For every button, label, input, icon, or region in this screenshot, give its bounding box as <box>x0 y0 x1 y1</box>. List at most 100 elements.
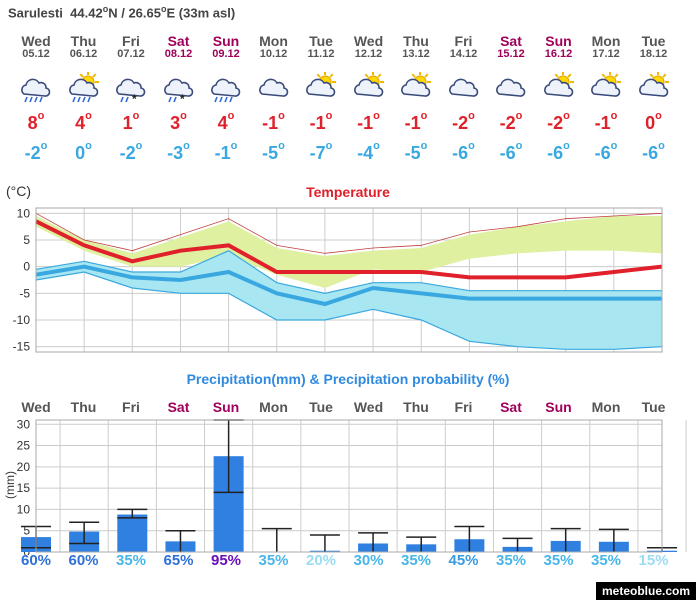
min-temperature: -6o <box>547 140 570 163</box>
day-name: Fri <box>454 33 473 49</box>
day-name: Mon <box>591 33 621 49</box>
cloud-icon <box>446 72 482 104</box>
temperature-chart-title: Temperature <box>306 184 390 200</box>
y-tick-label: 15 <box>17 481 31 495</box>
svg-text:*: * <box>132 92 137 104</box>
min-temperature: -6o <box>452 140 475 163</box>
min-temperature: -6o <box>642 140 665 163</box>
min-temperature: -6o <box>594 140 618 163</box>
max-temperature: 8o <box>27 110 45 133</box>
precip-day-label: Thu <box>70 399 97 415</box>
sun-cloud-icon <box>541 71 577 104</box>
y-tick-label: 5 <box>23 524 30 538</box>
precip-day-label: Tue <box>641 399 666 415</box>
day-date: 06.12 <box>69 48 98 60</box>
precipitation-unit-label: (mm) <box>3 471 17 499</box>
meteoblue-brand[interactable]: meteoblue.com <box>596 582 696 600</box>
svg-text:*: * <box>180 92 185 104</box>
precipitation-probability: 15% <box>638 552 669 569</box>
day-name: Wed <box>353 33 384 49</box>
plot-frame <box>35 207 663 353</box>
precip-day-label: Wed <box>21 399 51 415</box>
day-date: 15.12 <box>497 48 525 60</box>
min-band-lower-line <box>35 271 663 350</box>
cloud-icon <box>256 72 292 104</box>
day-column: Tue 18.12 <box>624 33 684 60</box>
day-name: Thu <box>403 33 429 49</box>
day-date: 11.12 <box>307 48 335 60</box>
day-column: Fri 07.12 <box>101 33 161 60</box>
min-temperature: -2o <box>119 140 143 163</box>
location-header: Sarulesti 44.42oN / 26.65oE (33m asl) <box>8 4 236 21</box>
max-temperature: -1o <box>404 110 428 133</box>
precipitation-probability: 20% <box>305 552 337 569</box>
day-column: Thu 06.12 <box>54 33 114 60</box>
precipitation-probability: 60% <box>20 552 52 569</box>
y-tick-label: -5 <box>19 286 30 300</box>
precipitation-probability: 60% <box>68 552 99 569</box>
precip-day-label: Sun <box>212 399 240 415</box>
precipitation-bar <box>117 514 148 552</box>
max-temperature-line <box>35 219 663 280</box>
day-date: 12.12 <box>354 48 383 60</box>
max-temperature: -1o <box>594 110 618 133</box>
day-name: Tue <box>641 33 666 49</box>
day-name: Tue <box>309 33 333 49</box>
max-temperature: 0o <box>645 110 662 133</box>
y-tick-label: -15 <box>13 340 31 354</box>
min-temperature: -5o <box>404 140 428 163</box>
day-column: Sun 16.12 <box>529 33 589 60</box>
location-name: Sarulesti <box>8 5 63 21</box>
day-date: 07.12 <box>117 48 145 60</box>
precip-day-label: Mon <box>591 399 621 415</box>
precip-day-label: Sun <box>545 399 572 415</box>
precip-day-label: Wed <box>353 399 384 415</box>
cloud-icon <box>493 72 529 104</box>
precip-day-label: Tue <box>309 399 333 415</box>
min-temperature: 0o <box>75 140 92 163</box>
precipitation-probability: 35% <box>495 552 527 569</box>
precipitation-chart-title: Precipitation(mm) & Precipitation probab… <box>186 371 510 387</box>
altitude: (33m asl) <box>178 5 236 21</box>
y-tick-label: 10 <box>17 206 31 220</box>
min-temperature: -6o <box>499 140 523 163</box>
min-temperature: -2o <box>24 140 48 163</box>
y-tick-label: 5 <box>23 233 30 247</box>
day-column: Tue 11.12 <box>291 33 351 60</box>
sun-cloud-icon <box>588 71 624 104</box>
min-temperature: -1o <box>214 140 238 163</box>
day-name: Sat <box>167 33 190 49</box>
max-temperature: -1o <box>262 110 285 133</box>
min-temperature: -5o <box>262 140 285 163</box>
day-name: Sun <box>545 33 572 49</box>
min-temperature-band <box>36 250 662 350</box>
day-name: Sun <box>212 33 240 49</box>
min-temperature-line <box>35 264 662 307</box>
max-temperature: -1o <box>309 110 333 133</box>
temperature-chart: 10 5 0 -5 -10 -15 <box>13 206 663 354</box>
temperature-unit-label: (°C) <box>6 183 32 199</box>
precip-day-label: Sat <box>500 399 522 415</box>
precipitation-probability: 65% <box>163 552 194 569</box>
y-tick-label: 10 <box>17 502 31 516</box>
precipitation-probability: 35% <box>543 552 574 569</box>
day-column: Sun 09.12 <box>196 33 256 60</box>
day-date: 16.12 <box>544 48 573 60</box>
max-temperature: 4o <box>75 110 92 133</box>
rain-cloud-icon <box>18 72 54 104</box>
max-temperature: 1o <box>122 110 140 133</box>
day-name: Sat <box>500 33 522 49</box>
max-temperature: 3o <box>170 110 187 133</box>
day-name: Wed <box>21 33 51 49</box>
precip-day-label: Sat <box>167 399 190 415</box>
day-date: 14.12 <box>449 48 478 60</box>
day-column: Sat 08.12 <box>149 33 209 60</box>
longitude: 26.65 <box>128 5 161 21</box>
day-name: Mon <box>259 33 288 49</box>
max-temperature: -2o <box>547 110 570 133</box>
day-date: 13.12 <box>402 48 430 60</box>
precipitation-probability: 30% <box>353 552 384 569</box>
precip-day-label: Fri <box>454 399 473 415</box>
y-tick-label: 25 <box>17 439 31 453</box>
precipitation-probability: 35% <box>400 552 432 569</box>
